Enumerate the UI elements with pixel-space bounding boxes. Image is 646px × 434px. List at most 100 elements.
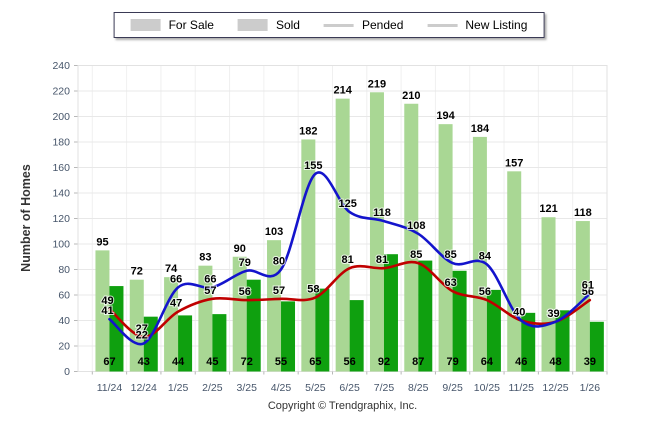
bar-for-sale [575,221,590,372]
bar-sold [418,260,433,372]
new-listing-value-label: 79 [239,257,251,269]
y-tick-label: 60 [58,290,70,302]
legend-label-new-listing: New Listing [465,18,528,32]
bar-for-sale [369,92,384,372]
bar-sold [521,312,536,372]
for-sale-value-label: 194 [436,110,455,122]
x-tick-label: 12/25 [542,382,568,394]
pended-value-label: 85 [410,249,422,261]
sold-value-label: 72 [241,356,253,368]
sold-value-label: 55 [275,356,287,368]
sold-value-label: 44 [172,356,185,368]
legend-item-new-listing: New Listing [427,18,527,32]
legend-item-pended: Pended [323,18,403,32]
y-tick-label: 100 [52,239,70,251]
bar-sold [349,300,364,372]
y-tick-label: 200 [52,111,70,123]
x-tick-label: 11/25 [508,382,534,394]
pended-value-label: 57 [273,285,285,297]
pended-value-label: 47 [170,298,182,310]
y-tick-label: 0 [64,366,70,378]
for-sale-value-label: 184 [471,123,490,135]
bar-sold [246,279,261,372]
for-sale-value-label: 72 [131,266,143,278]
sold-value-label: 43 [138,356,150,368]
x-tick-label: 1/26 [580,382,601,394]
x-tick-label: 2/25 [202,382,223,394]
bar-sold [555,310,570,372]
sold-value-label: 48 [549,356,561,368]
x-tick-label: 3/25 [236,382,257,394]
x-tick-label: 12/24 [131,382,157,394]
bar-sold [212,314,227,372]
sold-value-label: 39 [584,356,596,368]
y-tick-label: 180 [52,137,70,149]
for-sale-value-label: 214 [333,85,352,97]
for-sale-value-label: 182 [299,125,317,137]
legend-item-for-sale: For Sale [130,18,214,32]
for-sale-value-label: 157 [505,157,523,169]
x-tick-label: 4/25 [271,382,292,394]
legend-label-sold: Sold [275,18,300,32]
pended-value-label: 81 [376,254,388,266]
new-listing-value-label: 61 [582,280,594,292]
new-listing-value-label: 22 [136,329,148,341]
x-tick-label: 8/25 [408,382,429,394]
sold-value-label: 56 [344,356,356,368]
pended-value-label: 39 [547,308,559,320]
x-tick-label: 1/25 [168,382,189,394]
for-sale-value-label: 90 [234,243,246,255]
new-listing-value-label: 40 [513,307,525,319]
legend-item-sold: Sold [237,18,300,32]
pended-value-label: 56 [239,286,251,298]
bar-for-sale [335,98,350,372]
new-listing-value-label: 66 [170,273,182,285]
x-tick-label: 9/25 [442,382,463,394]
x-tick-label: 11/24 [97,382,123,394]
y-tick-label: 220 [52,86,70,98]
for-sale-value-label: 103 [265,226,283,238]
for-sale-value-label: 210 [402,90,420,102]
bar-sold [178,315,193,372]
pended-value-label: 56 [479,286,491,298]
legend-label-for-sale: For Sale [168,18,214,32]
bar-for-sale [95,250,110,372]
sold-value-label: 92 [378,356,390,368]
sold-value-label: 64 [481,356,494,368]
bar-for-sale [472,136,487,372]
bar-sold [589,321,604,372]
sold-value-label: 46 [515,356,527,368]
bar-sold [486,289,501,372]
bar-for-sale [232,256,247,372]
pended-line [108,260,592,339]
y-tick-label: 160 [52,162,70,174]
pended-value-label: 56 [582,286,594,298]
bar-for-sale [541,217,556,372]
new-listing-line [108,171,592,346]
for-sale-value-label: 118 [574,207,592,219]
pended-value-label: 49 [101,295,113,307]
for-sale-value-label: 121 [539,203,557,215]
for-sale-value-label: 83 [199,252,211,264]
x-tick-label: 10/25 [474,382,500,394]
new-listing-value-label: 80 [273,256,285,268]
pended-value-label: 81 [342,254,354,266]
copyright-text: Copyright © Trendgraphix, Inc. [267,400,418,412]
pended-value-label: 40 [513,307,525,319]
pended-value-label: 27 [136,323,148,335]
bar-for-sale [507,171,522,372]
sold-value-label: 79 [446,356,458,368]
x-tick-label: 5/25 [305,382,326,394]
bar-for-sale [404,103,419,372]
pended-line-icon [323,23,354,27]
bar-sold [315,288,330,372]
new-listing-value-label: 66 [204,273,216,285]
x-tick-label: 6/25 [339,382,360,394]
bar-sold [383,254,398,372]
bar-for-sale [438,124,453,372]
y-tick-label: 120 [52,213,70,225]
for-sale-value-label: 95 [96,236,108,248]
sold-value-label: 65 [309,356,321,368]
